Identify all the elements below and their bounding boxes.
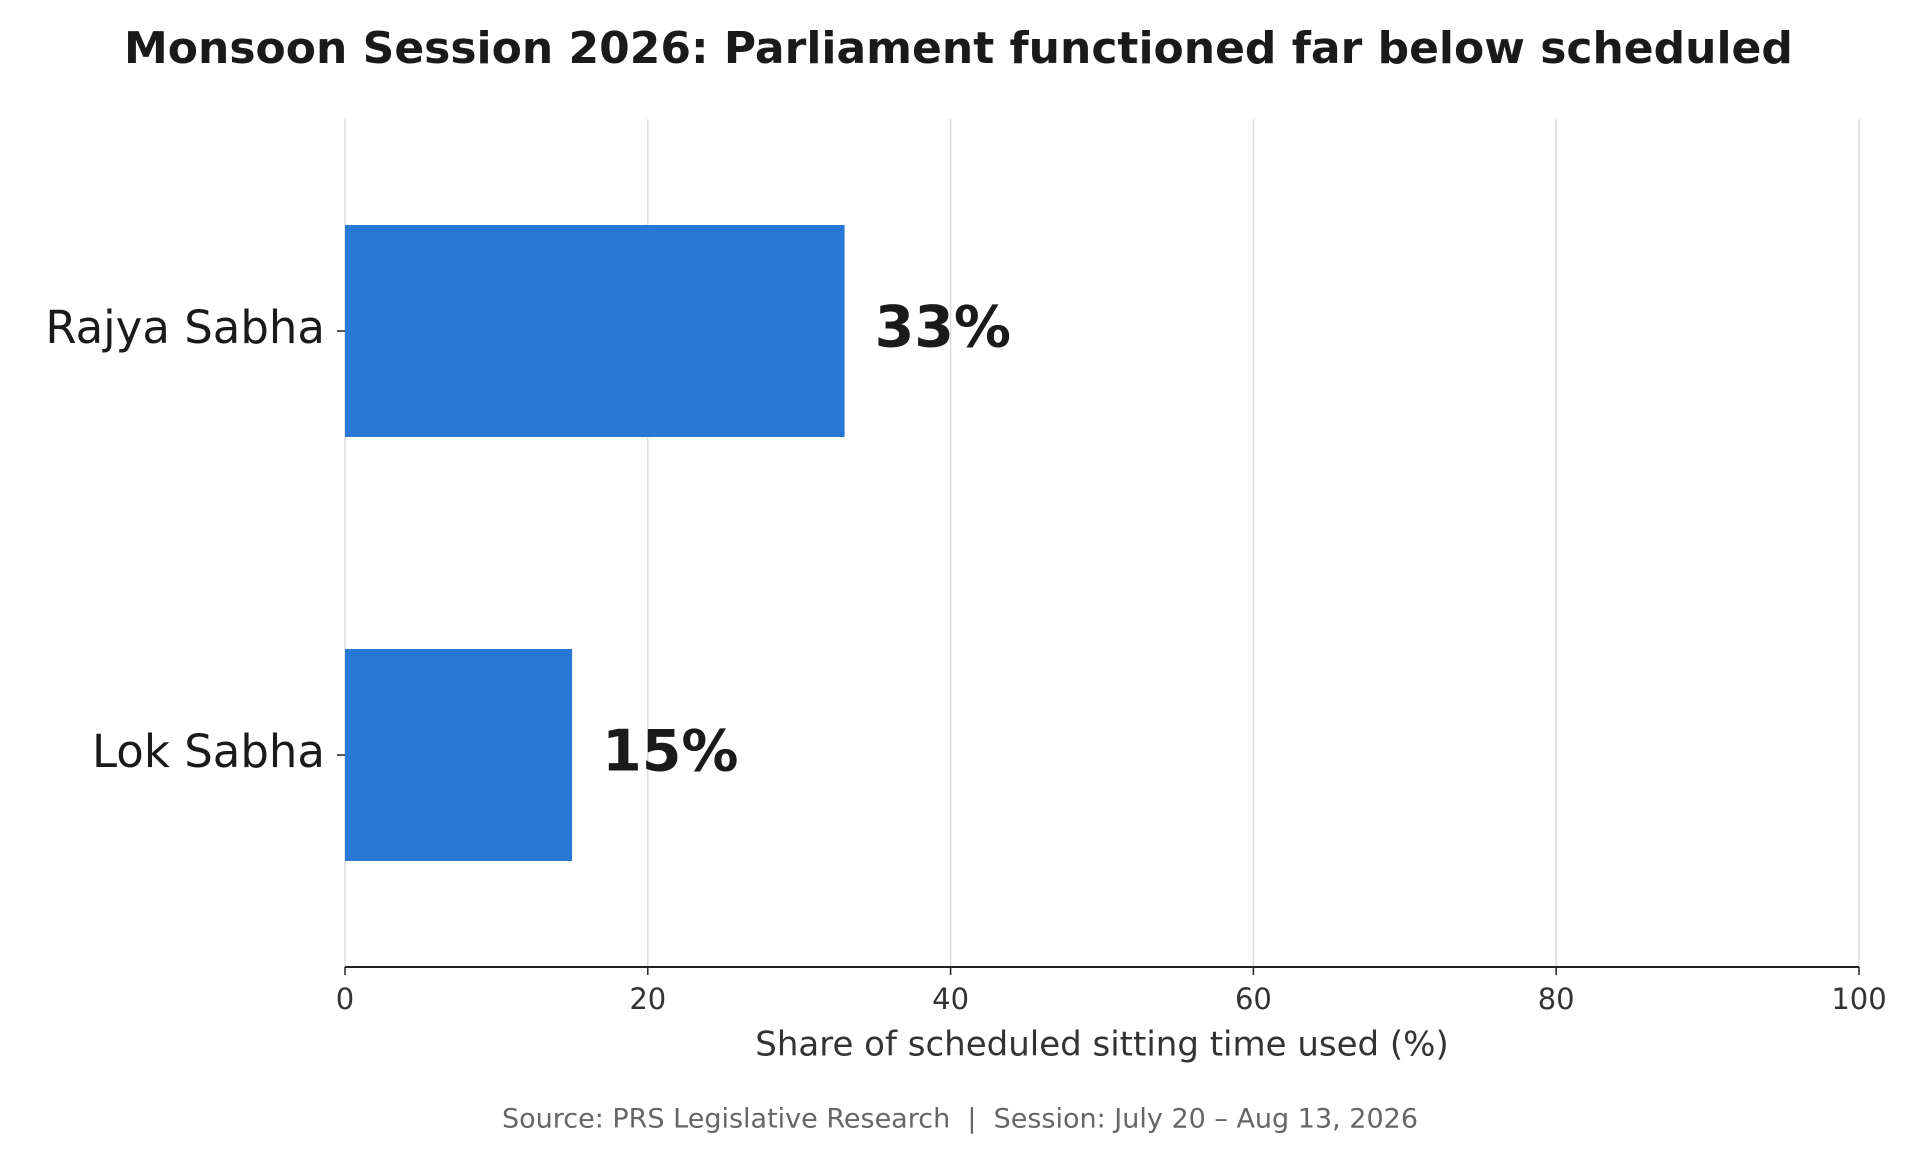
y-tick-label: Lok Sabha <box>92 725 325 778</box>
x-tick-label: 80 <box>1538 982 1575 1016</box>
bar <box>345 649 573 861</box>
x-tick-label: 0 <box>336 982 354 1016</box>
value-label: 15% <box>602 719 738 785</box>
x-tick-label: 60 <box>1235 982 1272 1016</box>
y-tick-label: Rajya Sabha <box>45 301 325 354</box>
x-tick-label: 40 <box>932 982 969 1016</box>
x-tick-label: 100 <box>1831 982 1886 1016</box>
value-label: 33% <box>875 295 1011 361</box>
chart-title: Monsoon Session 2026: Parliament functio… <box>124 23 1793 74</box>
source-note: Source: PRS Legislative Research | Sessi… <box>502 1104 1418 1135</box>
x-tick-label: 20 <box>629 982 666 1016</box>
bar <box>345 225 845 437</box>
x-axis-label: Share of scheduled sitting time used (%) <box>755 1025 1449 1065</box>
